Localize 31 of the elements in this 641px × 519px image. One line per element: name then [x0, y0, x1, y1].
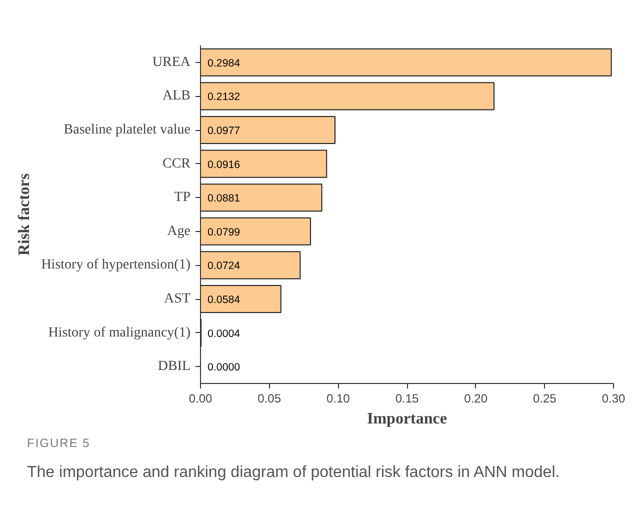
data-label: 0.0004 [208, 328, 240, 340]
data-label: 0.0799 [208, 226, 240, 238]
y-tick-label: ALB [162, 88, 190, 104]
y-tick-label: Age [167, 224, 191, 239]
x-axis-title: Importance [367, 410, 447, 428]
x-tick-label: 0.30 [602, 392, 626, 406]
data-label: 0.0000 [208, 362, 240, 374]
y-tick-label: Baseline platelet value [64, 122, 191, 138]
x-tick-label: 0.20 [464, 392, 488, 406]
data-label: 0.0584 [208, 294, 240, 306]
y-tick-label: CCR [162, 156, 192, 172]
y-axis-title: Risk factors [16, 173, 34, 256]
y-tick-label: History of malignancy(1) [48, 325, 191, 340]
y-tick-label: UREA [152, 54, 192, 70]
x-tick-label: 0.10 [326, 392, 350, 406]
y-tick-label: History of hypertension(1) [41, 258, 191, 273]
x-tick-label: 0.00 [188, 392, 213, 406]
y-tick-label: AST [164, 292, 191, 306]
x-tick-label: 0.25 [532, 392, 557, 406]
caption: FIGURE 5 [27, 435, 90, 452]
text: The importance and ranking diagram of potential risk factors in ANN model. [27, 463, 561, 484]
y-tick-label: DBIL [158, 359, 191, 374]
data-label: 0.2132 [208, 91, 240, 104]
y-tick-label: TP [174, 190, 191, 206]
data-label: 0.2984 [208, 57, 240, 70]
data-label: 0.0881 [208, 192, 240, 205]
data-label: 0.0724 [208, 260, 240, 272]
x-tick-label: 0.15 [395, 392, 420, 406]
data-label: 0.0916 [208, 158, 240, 171]
data-label: 0.0977 [208, 125, 240, 137]
x-tick-label: 0.05 [258, 392, 282, 406]
